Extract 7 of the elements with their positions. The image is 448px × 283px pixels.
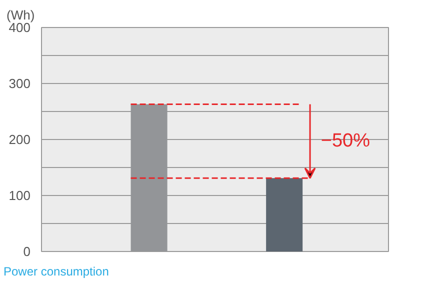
y-tick-label: 300 xyxy=(8,76,31,91)
text: Power consumption xyxy=(4,264,109,278)
y-axis-title: (Wh) xyxy=(6,8,35,22)
y-tick-label: 100 xyxy=(8,188,31,203)
annotation: −50% xyxy=(320,130,370,152)
y-tick-label: 200 xyxy=(8,132,31,147)
y-tick-label: 0 xyxy=(23,244,31,259)
